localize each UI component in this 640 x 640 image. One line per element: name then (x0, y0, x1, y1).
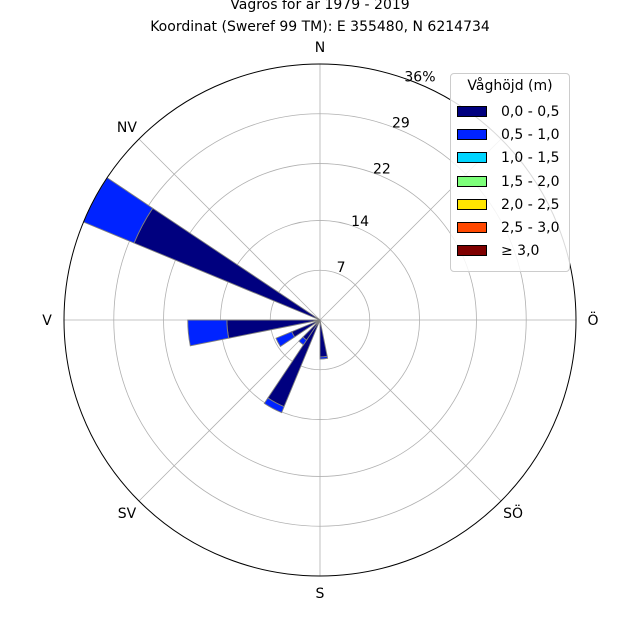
radial-tick-label-3: 29 (392, 115, 410, 131)
bar-segment-0-1 (319, 355, 329, 360)
legend-item: 0,5 - 1,0 (457, 125, 567, 145)
legend-item: 2,0 - 2,5 (457, 195, 567, 215)
grid-spoke-5 (138, 319, 321, 502)
legend-title: Våghöjd (m) (467, 78, 553, 94)
polar-frame-circle (63, 63, 577, 577)
legend-swatch (457, 245, 487, 257)
legend: Våghöjd (m) 0,0 - 0,5 0,5 - 1,0 1,0 - 1,5 1… (450, 73, 570, 272)
wave-bars (82, 177, 329, 414)
polar-frame (63, 63, 577, 577)
compass-label-n: N (315, 40, 325, 56)
radial-tick-label-1: 14 (351, 214, 369, 230)
legend-label: 1,5 - 2,0 (501, 173, 560, 190)
polar-grid (64, 64, 576, 576)
compass-label-nv: NV (117, 120, 137, 136)
legend-label: 0,0 - 0,5 (501, 104, 560, 120)
compass-label-sö: SÖ (503, 504, 523, 522)
legend-item: 1,0 - 1,5 (457, 148, 567, 168)
bar-segment-2-1 (298, 336, 308, 346)
compass-label-v: V (42, 313, 52, 329)
legend-swatch (457, 198, 487, 210)
bar-segment-5-0 (133, 207, 321, 321)
grid-spoke-7 (138, 138, 321, 321)
legend-item: 0,0 - 0,5 (457, 102, 567, 122)
bar-segment-0-0 (319, 319, 328, 358)
legend-swatch (457, 129, 487, 141)
grid-spoke-3 (319, 319, 502, 502)
compass-label-s: S (316, 586, 325, 602)
legend-label: 0,5 - 1,0 (501, 127, 560, 144)
legend-item: 2,5 - 3,0 (457, 218, 567, 238)
legend-label: 1,0 - 1,5 (501, 150, 560, 167)
radial-tick-label-0: 7 (337, 260, 346, 276)
compass-label-sv: SV (118, 506, 137, 522)
bar-segment-1-1 (263, 397, 285, 414)
polar-labels: N NV V SV S SÖ Ö 7 14 22 29 36% (42, 40, 598, 602)
radial-tick-label-2: 22 (373, 161, 391, 177)
legend-swatch (457, 152, 487, 164)
bar-segment-3-1 (275, 331, 296, 348)
legend-item: ≥ 3,0 (457, 241, 567, 261)
legend-item: 1,5 - 2,0 (457, 172, 567, 192)
bar-segment-4-1 (187, 319, 230, 347)
chart-subtitle: Koordinat (Sweref 99 TM): E 355480, N 62… (150, 19, 490, 35)
radial-tick-label-4: 36% (404, 69, 435, 85)
legend-label: 2,5 - 3,0 (501, 220, 560, 236)
chart-title: Vågros för år 1979 - 2019 (230, 0, 410, 13)
legend-swatch (457, 222, 487, 233)
legend-swatch (457, 106, 487, 117)
compass-label-ö: Ö (587, 311, 598, 329)
legend-label: ≥ 3,0 (501, 243, 540, 260)
legend-label: 2,0 - 2,5 (501, 196, 560, 213)
legend-swatch (457, 175, 487, 187)
